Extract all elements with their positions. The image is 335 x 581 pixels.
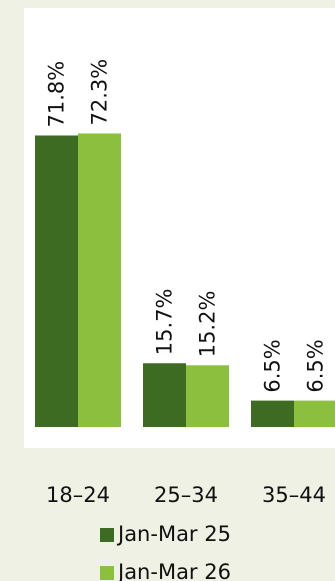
- legend: Jan-Mar 25 Jan-Mar 26: [100, 522, 231, 581]
- data-label-2-2: 15.2%: [196, 291, 220, 358]
- bar-2-2: [186, 365, 229, 427]
- data-labels-group: 71.8% 72.3% 15.7% 15.2% 6.5% 6.5%: [45, 59, 328, 393]
- legend-swatch-2: [100, 566, 114, 580]
- bars-group: [35, 133, 335, 427]
- x-tick-label-3: 35–44: [262, 483, 326, 507]
- bar-1-2: [143, 363, 186, 427]
- data-label-2-3: 6.5%: [304, 339, 328, 392]
- bar-2-3: [294, 400, 335, 427]
- data-label-2-1: 72.3%: [88, 59, 112, 126]
- legend-label-1: Jan-Mar 25: [116, 522, 231, 546]
- bar-1-3: [251, 400, 294, 427]
- legend-label-2: Jan-Mar 26: [116, 560, 231, 581]
- data-label-1-2: 15.7%: [153, 289, 177, 356]
- data-label-1-3: 6.5%: [261, 339, 285, 392]
- x-tick-label-1: 18–24: [46, 483, 110, 507]
- bar-1-1: [35, 135, 78, 427]
- data-label-1-1: 71.8%: [45, 61, 69, 128]
- x-tick-label-2: 25–34: [154, 483, 218, 507]
- legend-swatch-1: [100, 528, 114, 542]
- x-axis-tick-labels: 18–24 25–34 35–44: [46, 483, 326, 507]
- bar-2-1: [78, 133, 121, 427]
